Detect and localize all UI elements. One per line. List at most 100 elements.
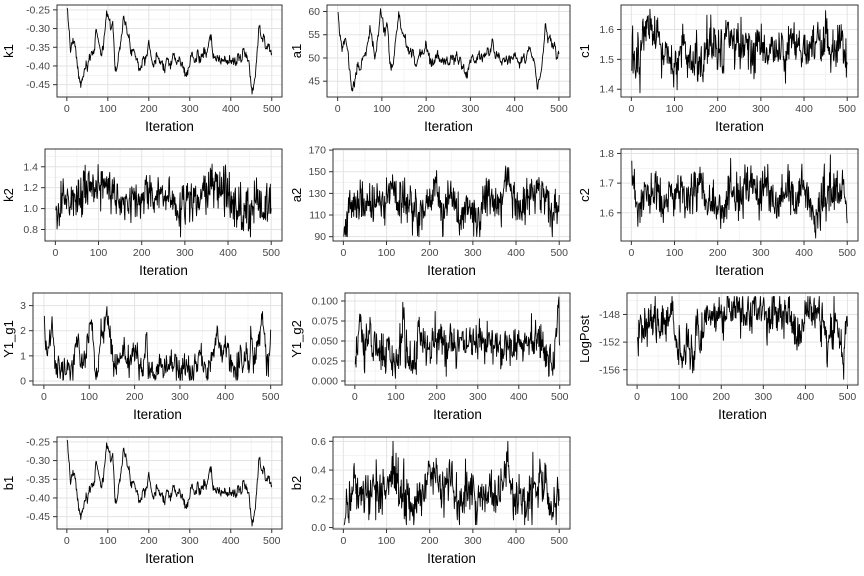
x-tick-label: 100 xyxy=(378,247,396,259)
trace-plot-c1: 1.4 1.5 1.6 0 100 200 300 400 500 c1 Iteration xyxy=(576,0,864,144)
x-axis-title: Iteration xyxy=(145,551,194,566)
plot-panel-border xyxy=(626,292,859,386)
grid-lines xyxy=(327,5,570,97)
x-tick-label: 400 xyxy=(795,247,813,259)
x-tick-label: 0 xyxy=(64,103,70,115)
y-tick-label: -0.45 xyxy=(26,79,50,91)
y-tick-label: 0.050 xyxy=(312,336,338,348)
trace-plot-c2: 1.6 1.7 1.8 0 100 200 300 400 500 c2 Iteration xyxy=(576,144,864,288)
y-axis-title: a2 xyxy=(289,188,304,202)
y-tick-label: 50 xyxy=(308,52,320,64)
x-tick-label: 300 xyxy=(464,247,482,259)
x-tick-label: 500 xyxy=(838,103,856,115)
plot-panel-border xyxy=(620,4,859,98)
y-tick-label: -156 xyxy=(599,364,620,376)
y-tick-label: 0.100 xyxy=(312,296,338,308)
plot-canvas: 0.8 1.0 1.2 1.4 0 100 200 300 400 500 k2 Iteration xyxy=(1,148,283,278)
y-tick-label: 1.0 xyxy=(23,203,38,215)
x-tick-label: 300 xyxy=(462,103,480,115)
x-tick-label: 300 xyxy=(469,391,487,403)
grid-lines xyxy=(627,293,858,385)
x-tick-label: 0 xyxy=(340,535,346,547)
x-tick-label: 100 xyxy=(670,391,688,403)
x-tick-label: 500 xyxy=(262,391,280,403)
y-tick-label: -152 xyxy=(599,337,620,349)
x-tick-label: 100 xyxy=(378,535,396,547)
trace-line xyxy=(343,165,560,238)
x-tick-label: 300 xyxy=(181,103,199,115)
y-axis-title: b1 xyxy=(1,476,16,490)
x-tick-label: 500 xyxy=(551,391,569,403)
trace-line xyxy=(631,154,848,239)
x-tick-label: 400 xyxy=(507,247,525,259)
x-tick-label: 0 xyxy=(41,391,47,403)
y-tick-label: -0.30 xyxy=(26,23,50,35)
x-tick-label: 500 xyxy=(263,535,281,547)
x-tick-label: 200 xyxy=(712,391,730,403)
plot-panel-border xyxy=(332,436,571,530)
trace-line xyxy=(66,439,273,527)
x-axis-title: Iteration xyxy=(715,263,764,278)
y-tick-label: 1.6 xyxy=(599,24,614,36)
x-tick-label: 400 xyxy=(219,247,237,259)
x-tick-label: 300 xyxy=(176,247,194,259)
trace-plot-a1: 45 50 55 60 0 100 200 300 400 500 a1 Iteration xyxy=(288,0,576,144)
y-tick-label: 0.0 xyxy=(311,522,326,534)
x-tick-label: 500 xyxy=(550,535,568,547)
plot-panel-border xyxy=(620,148,859,242)
y-tick-label: -148 xyxy=(599,309,620,321)
trace-plot-b2: 0.0 0.2 0.4 0.6 0 100 200 300 400 500 b2 Iteration xyxy=(288,432,576,576)
x-tick-label: 300 xyxy=(464,535,482,547)
x-tick-label: 500 xyxy=(262,247,280,259)
x-tick-label: 200 xyxy=(133,247,151,259)
plot-canvas: 0.000 0.025 0.050 0.075 0.100 0 100 200 300 400 50… xyxy=(289,292,571,422)
x-tick-label: 200 xyxy=(140,103,158,115)
x-tick-label: 100 xyxy=(99,535,117,547)
plot-canvas: 90 110 130 150 170 0 100 200 300 400 500 a2 Iteratio… xyxy=(289,145,571,278)
trace-plot-y1_g2: 0.000 0.025 0.050 0.075 0.100 0 100 200 300 400 50… xyxy=(288,288,576,432)
plot-canvas: 45 50 55 60 0 100 200 300 400 500 a1 Iteration xyxy=(289,4,571,134)
trace-line xyxy=(43,306,272,381)
x-axis-title: Iteration xyxy=(427,263,476,278)
x-tick-label: 300 xyxy=(752,247,770,259)
trace-line xyxy=(354,296,561,379)
x-tick-label: 0 xyxy=(340,247,346,259)
grid-lines xyxy=(57,5,282,97)
x-axis-title: Iteration xyxy=(424,119,473,134)
x-tick-label: 400 xyxy=(222,103,240,115)
y-tick-label: -0.40 xyxy=(26,60,50,72)
x-tick-label: 200 xyxy=(421,247,439,259)
y-tick-label: 45 xyxy=(308,76,320,88)
x-tick-label: 400 xyxy=(506,103,524,115)
x-tick-label: 200 xyxy=(421,535,439,547)
x-tick-label: 100 xyxy=(373,103,391,115)
y-tick-label: 0.075 xyxy=(312,316,338,328)
x-tick-label: 500 xyxy=(839,391,857,403)
y-tick-label: 1.8 xyxy=(599,148,614,160)
trace-plot-y1_g1: 0 1 2 3 0 100 200 300 400 500 Y1_g1 Iteration xyxy=(0,288,288,432)
x-tick-label: 200 xyxy=(428,391,446,403)
y-tick-label: 90 xyxy=(314,231,326,243)
y-axis-title: b2 xyxy=(289,476,304,490)
x-tick-label: 0 xyxy=(352,391,358,403)
x-tick-label: 0 xyxy=(52,247,58,259)
x-tick-label: 200 xyxy=(417,103,435,115)
x-tick-label: 200 xyxy=(709,103,727,115)
y-tick-label: -0.35 xyxy=(26,474,50,486)
trace-plot-k1: -0.45 -0.40 -0.35 -0.30 -0.25 0 100 200 300 400 50… xyxy=(0,0,288,144)
y-tick-label: 60 xyxy=(308,6,320,18)
y-tick-label: 1.7 xyxy=(599,178,614,190)
y-tick-label: -0.25 xyxy=(26,4,50,16)
y-tick-label: 0.4 xyxy=(311,465,326,477)
y-axis-title: c2 xyxy=(577,188,592,202)
y-tick-label: -0.40 xyxy=(26,492,50,504)
x-tick-label: 0 xyxy=(628,247,634,259)
x-tick-label: 400 xyxy=(510,391,528,403)
trace-line xyxy=(631,8,848,94)
plot-canvas: -0.45 -0.40 -0.35 -0.30 -0.25 0 100 200 300 400 50… xyxy=(1,436,283,566)
y-axis-title: LogPost xyxy=(577,315,592,363)
x-tick-label: 400 xyxy=(797,391,815,403)
grid-lines xyxy=(45,149,282,241)
trace-plot-k2: 0.8 1.0 1.2 1.4 0 100 200 300 400 500 k2 Iteration xyxy=(0,144,288,288)
